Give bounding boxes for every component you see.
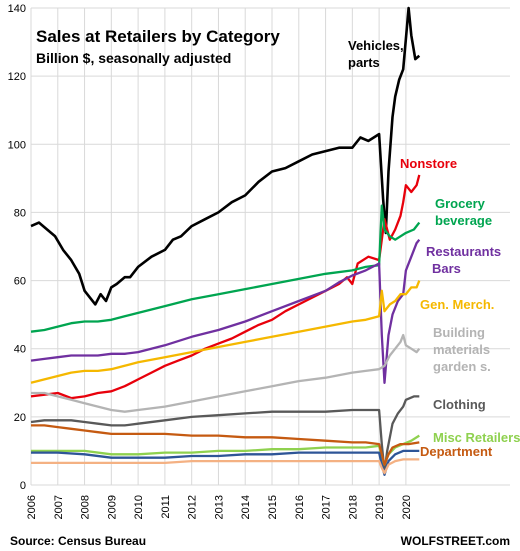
y-tick-label: 140	[8, 3, 26, 15]
series-lines	[30, 6, 421, 476]
x-tick-label: 2020	[401, 495, 413, 519]
y-tick-label: 20	[14, 412, 26, 424]
series-line	[30, 6, 421, 306]
series-label: Building	[433, 325, 485, 340]
series-line	[30, 395, 420, 473]
series-line	[31, 333, 421, 413]
y-tick-label: 40	[14, 344, 26, 356]
x-tick-label: 2010	[133, 495, 145, 519]
series-label: Department	[420, 444, 493, 459]
series-line	[31, 434, 420, 466]
x-tick-label: 2016	[294, 495, 306, 519]
x-tick-label: 2007	[53, 495, 65, 519]
series-line	[31, 449, 420, 476]
x-tick-label: 2015	[267, 495, 279, 519]
series-label: beverage	[435, 213, 492, 228]
series-label: Restaurants	[426, 244, 501, 259]
y-tick-label: 80	[14, 207, 26, 219]
x-tick-label: 2009	[106, 495, 118, 519]
watermark: WOLFSTREET.com	[401, 534, 510, 548]
y-axis: 0 20 40 60 80 100 120 140	[8, 3, 26, 492]
series-line	[31, 458, 420, 475]
x-tick-label: 2012	[187, 495, 199, 519]
chart-title: Sales at Retailers by Category	[36, 27, 280, 46]
chart-subtitle: Billion $, seasonally adjusted	[36, 50, 231, 66]
y-tick-label: 100	[8, 139, 26, 151]
series-line	[30, 238, 421, 384]
series-label: parts	[348, 55, 380, 70]
series-line	[31, 424, 420, 466]
x-tick-label: 2013	[213, 495, 225, 519]
source-note: Source: Census Bureau	[10, 534, 146, 548]
series-line	[30, 204, 421, 333]
series-line	[30, 280, 421, 384]
x-axis: 2006 2007 2008 2009 2010 2011 2012 2013 2014 2015…	[26, 495, 413, 519]
x-tick-label: 2011	[160, 495, 172, 519]
y-tick-label: 60	[14, 276, 26, 288]
series-label: Clothing	[433, 397, 486, 412]
series-label: Vehicles,	[348, 38, 404, 53]
x-tick-label: 2014	[240, 495, 252, 519]
series-label: Misc Retailers	[433, 430, 520, 445]
series-label: Bars	[432, 261, 461, 276]
y-tick-label: 0	[20, 480, 26, 492]
x-tick-label: 2008	[80, 495, 92, 519]
series-label: materials	[433, 342, 490, 357]
x-tick-label: 2006	[26, 495, 38, 519]
series-labels: Vehicles, parts Nonstore Grocery beverage Res…	[348, 38, 520, 459]
y-tick-label: 120	[8, 71, 26, 83]
series-label: Nonstore	[400, 156, 457, 171]
series-label: Grocery	[435, 196, 486, 211]
x-tick-label: 2017	[321, 495, 333, 519]
x-tick-label: 2018	[347, 495, 359, 519]
series-label: Gen. Merch.	[420, 297, 494, 312]
series-label: garden s.	[433, 359, 491, 374]
series-line	[30, 174, 421, 400]
x-tick-label: 2019	[374, 495, 386, 519]
